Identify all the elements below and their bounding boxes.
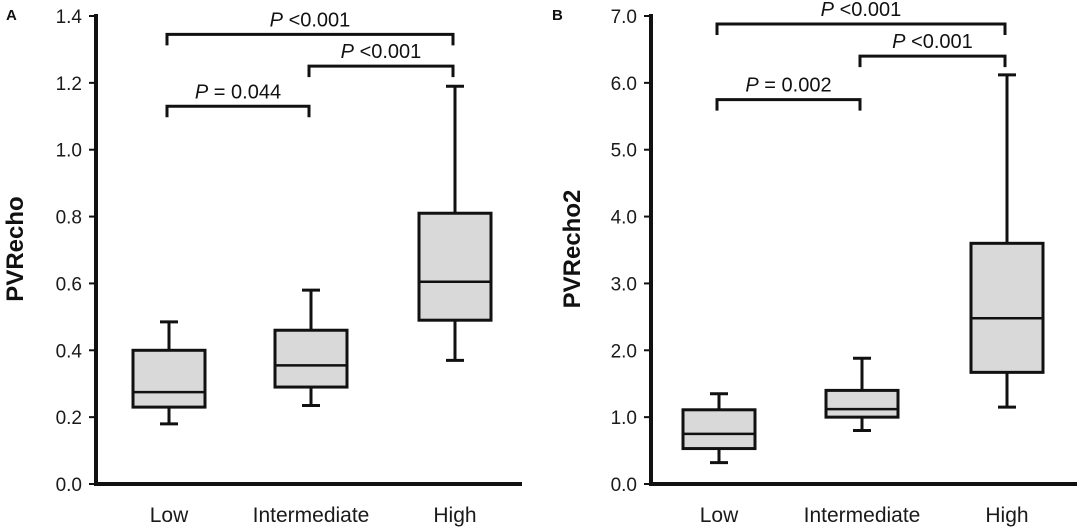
p-value-label: P <0.001	[341, 41, 422, 63]
y-tick-label-a: 1.4	[56, 7, 83, 28]
x-category-label-b: Intermediate	[804, 504, 921, 527]
box-low-b	[681, 392, 757, 465]
panel-a: 0.0 0.2 0.4 0.6 0.8 1.0 1.2 1.4 Low Intermediate H…	[56, 7, 522, 527]
significance-bracket-b: P = 0.002	[715, 75, 862, 111]
box-low-a	[131, 320, 207, 426]
y-tick-label-b: 1.0	[611, 408, 637, 429]
y-tick-label-a: 0.0	[56, 475, 82, 496]
iqr-box	[131, 348, 207, 409]
x-category-label-a: Intermediate	[253, 504, 370, 527]
bracket-line	[307, 64, 455, 78]
bracket-line	[165, 104, 311, 118]
y-tick-label-b: 4.0	[611, 208, 637, 229]
p-value-label: P = 0.044	[195, 81, 281, 103]
y-tick-label-a: 0.4	[56, 341, 83, 362]
x-category-label-a: High	[433, 504, 476, 527]
y-tick-label-a: 1.0	[56, 141, 82, 162]
significance-bracket-a: P = 0.044	[165, 81, 311, 118]
iqr-box	[681, 408, 757, 451]
x-category-label-b: Low	[700, 504, 739, 527]
significance-bracket-b: P <0.001	[858, 31, 1007, 68]
panel-b: 0.0 1.0 2.0 3.0 4.0 5.0 6.0 7.0 Low Intermediate H…	[611, 0, 1077, 527]
x-category-label-a: Low	[150, 504, 189, 527]
p-value-label: P <0.001	[892, 31, 973, 53]
y-tick-label-a: 0.8	[56, 208, 82, 229]
iqr-box	[273, 328, 349, 389]
y-tick-label-b: 6.0	[611, 74, 637, 95]
p-value-label: P = 0.002	[745, 75, 831, 97]
panel-label-a: A	[6, 7, 17, 24]
bracket-line	[165, 32, 455, 46]
p-value-label: P <0.001	[821, 0, 902, 21]
y-tick-label-b: 2.0	[611, 341, 637, 362]
iqr-box	[969, 241, 1045, 374]
y-axis-label-a: PVRecho	[2, 196, 29, 301]
y-tick-label-b: 7.0	[611, 7, 637, 28]
y-tick-label-b: 3.0	[611, 274, 637, 295]
y-tick-label-b: 5.0	[611, 141, 637, 162]
significance-bracket-a: P <0.001	[165, 9, 455, 46]
significance-bracket-a: P <0.001	[307, 41, 455, 78]
y-tick-label-b: 0.0	[611, 475, 637, 496]
p-value-label: P <0.001	[270, 9, 351, 31]
x-category-label-b: High	[985, 504, 1028, 527]
bracket-line	[715, 98, 862, 111]
bracket-line	[858, 54, 1007, 68]
box-high-b	[969, 73, 1045, 409]
iqr-box	[417, 211, 493, 322]
iqr-box	[824, 388, 900, 419]
panel-label-b: B	[552, 7, 563, 24]
significance-bracket-b: P <0.001	[715, 0, 1007, 36]
box-intermediate-b	[824, 356, 900, 433]
y-tick-label-a: 0.2	[56, 408, 82, 429]
y-tick-label-a: 0.6	[56, 274, 82, 295]
box-high-a	[417, 84, 493, 362]
bracket-line	[715, 22, 1007, 36]
box-intermediate-a	[273, 288, 349, 407]
y-axis-label-b: PVRecho2	[559, 190, 586, 309]
y-tick-label-a: 1.2	[56, 74, 82, 95]
